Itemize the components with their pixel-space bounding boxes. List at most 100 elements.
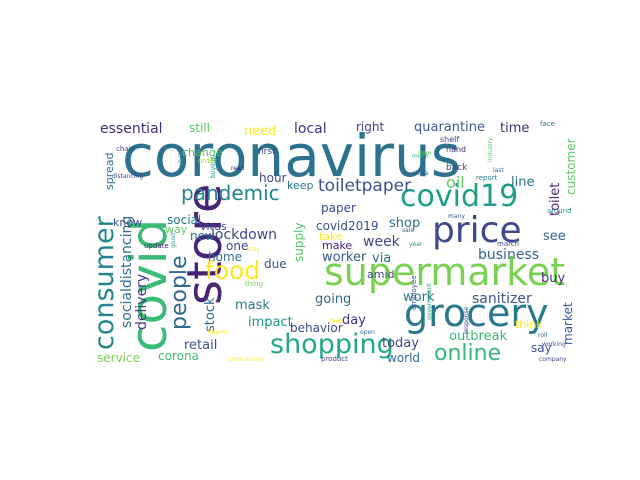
word-panic: panic bbox=[177, 147, 184, 163]
word-quarantine: quarantine bbox=[414, 120, 485, 135]
word-item: item bbox=[418, 150, 432, 157]
word-still: still bbox=[189, 121, 210, 135]
word-face: face bbox=[540, 120, 555, 128]
word-people: people bbox=[167, 255, 192, 330]
word-behavior: behavior bbox=[290, 321, 343, 335]
word-spread: spread bbox=[103, 153, 116, 191]
word-paper: paper bbox=[321, 201, 356, 215]
word-first: first bbox=[258, 147, 276, 157]
word-china: china bbox=[412, 170, 429, 177]
word-response: response bbox=[463, 306, 470, 334]
word-coronavirus: coronavirus bbox=[122, 122, 461, 190]
word-oil: oil bbox=[446, 173, 465, 192]
word-consumer: consumer bbox=[89, 215, 120, 350]
word-health: health bbox=[208, 329, 227, 336]
word-lockdown: lockdown bbox=[211, 227, 277, 243]
word-new: new bbox=[190, 229, 215, 243]
word-hand: hand bbox=[446, 145, 466, 154]
word-price: price bbox=[432, 210, 522, 251]
word-delivery: delivery bbox=[134, 274, 150, 330]
word-roll: roll bbox=[538, 332, 548, 339]
word-make: make bbox=[322, 239, 352, 252]
word-toiletpaper: toiletpaper bbox=[318, 176, 411, 196]
word-shop: shop bbox=[389, 216, 420, 231]
word-report: report bbox=[476, 174, 498, 182]
word-year: year bbox=[409, 241, 423, 248]
word-shopping: shopping bbox=[270, 329, 394, 360]
word-line: line bbox=[511, 175, 534, 190]
word-industry: industry bbox=[487, 137, 494, 162]
word-home: home bbox=[208, 250, 242, 264]
word-covid19: covid19 bbox=[400, 179, 518, 214]
word-know: know bbox=[113, 216, 142, 229]
word-many: many bbox=[448, 213, 465, 220]
word-social: social bbox=[167, 213, 201, 227]
word-order: order bbox=[198, 157, 217, 165]
word-virus: virus bbox=[200, 220, 227, 233]
word-find: find bbox=[330, 318, 342, 325]
word-open: open bbox=[360, 329, 375, 336]
word-shelf: shelf bbox=[440, 135, 459, 144]
word-right: right bbox=[356, 120, 384, 134]
word-socialdistancing: socialdistancing bbox=[119, 216, 135, 328]
word-customer: customer bbox=[564, 138, 578, 195]
word-coronacrisis: coronacrisis bbox=[228, 356, 264, 363]
word-employee: employee bbox=[410, 275, 418, 310]
word-product: product bbox=[321, 355, 348, 363]
word-much: much bbox=[412, 153, 429, 160]
word-online: online bbox=[434, 341, 501, 366]
word-read: read bbox=[231, 165, 245, 172]
word-worker: worker bbox=[322, 250, 367, 265]
word-say: say bbox=[531, 341, 552, 355]
word-business: business bbox=[478, 247, 539, 263]
word-pandemic: pandemic bbox=[181, 181, 280, 205]
word-last: last bbox=[493, 167, 504, 174]
word-keep: keep bbox=[287, 179, 314, 192]
word-essential: essential bbox=[100, 121, 163, 137]
word-time: time bbox=[500, 121, 529, 136]
word-week: week bbox=[363, 234, 401, 250]
word-update: update bbox=[144, 242, 169, 250]
word-around: around bbox=[547, 207, 572, 215]
word-local: local bbox=[294, 121, 327, 137]
word-stock: stock bbox=[203, 297, 218, 332]
word-retail: retail bbox=[184, 338, 217, 353]
word-going: going bbox=[315, 292, 351, 307]
word-toilet: toilet bbox=[548, 183, 563, 216]
word-grocery: grocery bbox=[404, 291, 549, 335]
word-service: service bbox=[97, 351, 140, 365]
word-take: take bbox=[319, 230, 343, 243]
word-via: via bbox=[372, 251, 391, 266]
word-store: store bbox=[177, 184, 233, 305]
word-change: change bbox=[182, 146, 223, 159]
word-corona: corona bbox=[158, 349, 199, 363]
word-day: day bbox=[342, 313, 366, 328]
word-due: due bbox=[264, 257, 287, 271]
word-working: working bbox=[542, 341, 566, 348]
word-sale: sale bbox=[402, 227, 414, 234]
word-supermarket: supermarket bbox=[324, 250, 565, 294]
word-good: good bbox=[170, 233, 177, 248]
word-way: way bbox=[165, 223, 188, 236]
word-stay: stay bbox=[247, 246, 260, 253]
word-supply: supply bbox=[292, 222, 306, 262]
word-covid2019: covid2019 bbox=[316, 219, 379, 233]
word-back: back bbox=[446, 163, 468, 173]
word-work: work bbox=[403, 290, 435, 305]
word-march: march bbox=[497, 240, 519, 248]
word-need: need bbox=[244, 124, 277, 139]
word-sanitizer: sanitizer bbox=[472, 291, 532, 307]
word-chain: chain bbox=[116, 145, 135, 153]
word-hour: hour bbox=[259, 171, 287, 185]
word-outbreak: outbreak bbox=[449, 329, 508, 344]
word-government: government bbox=[426, 283, 433, 320]
word-mask: mask bbox=[235, 298, 270, 313]
word-thing: thing bbox=[245, 280, 263, 288]
word-food: food bbox=[205, 256, 260, 285]
word-covid: covid bbox=[120, 219, 178, 352]
word-company: company bbox=[539, 356, 567, 363]
word-distancing: distancing bbox=[112, 173, 143, 180]
word-today: today bbox=[382, 336, 419, 351]
